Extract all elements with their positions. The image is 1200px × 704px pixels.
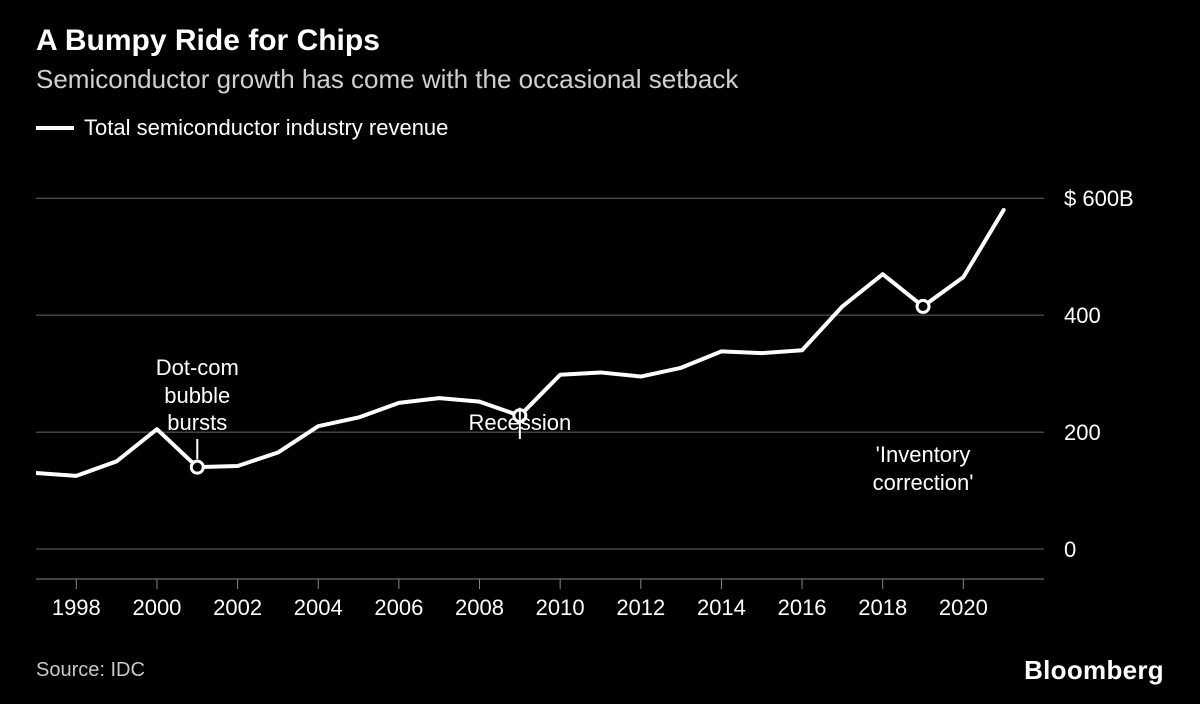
- annotation-dotcom: Dot-com bubble bursts: [156, 354, 239, 437]
- x-tick-label: 2020: [939, 595, 988, 619]
- y-tick-label: 0: [1064, 537, 1076, 562]
- y-tick-label: 200: [1064, 420, 1101, 445]
- x-tick-label: 2018: [858, 595, 907, 619]
- chart-title: A Bumpy Ride for Chips: [36, 24, 1164, 58]
- x-tick-label: 2002: [213, 595, 262, 619]
- x-tick-label: 2016: [778, 595, 827, 619]
- x-tick-label: 2006: [374, 595, 423, 619]
- x-tick-label: 2004: [294, 595, 343, 619]
- annotation-inventory: 'Inventory correction': [873, 441, 974, 496]
- source-label: Source: IDC: [36, 659, 145, 682]
- x-tick-label: 2014: [697, 595, 746, 619]
- x-tick-label: 1998: [52, 595, 101, 619]
- chart-subtitle: Semiconductor growth has come with the o…: [36, 64, 1164, 95]
- x-tick-label: 2012: [616, 595, 665, 619]
- annotation-recession: Recession: [468, 409, 571, 437]
- legend-line-swatch: [36, 126, 74, 130]
- chart-container: A Bumpy Ride for Chips Semiconductor gro…: [0, 0, 1200, 704]
- brand-label: Bloomberg: [1024, 655, 1164, 686]
- y-tick-label: 400: [1064, 303, 1101, 328]
- legend: Total semiconductor industry revenue: [36, 115, 1164, 141]
- x-tick-label: 2000: [132, 595, 181, 619]
- event-marker: [917, 300, 929, 312]
- legend-label: Total semiconductor industry revenue: [84, 115, 448, 141]
- y-tick-label: $ 600B: [1064, 186, 1134, 211]
- x-tick-label: 2008: [455, 595, 504, 619]
- x-tick-label: 2010: [536, 595, 585, 619]
- event-marker: [191, 461, 203, 473]
- chart-area: 0 200 400 $ 600B 1998 2000 2002 2004 2006 2008 201…: [36, 149, 1164, 624]
